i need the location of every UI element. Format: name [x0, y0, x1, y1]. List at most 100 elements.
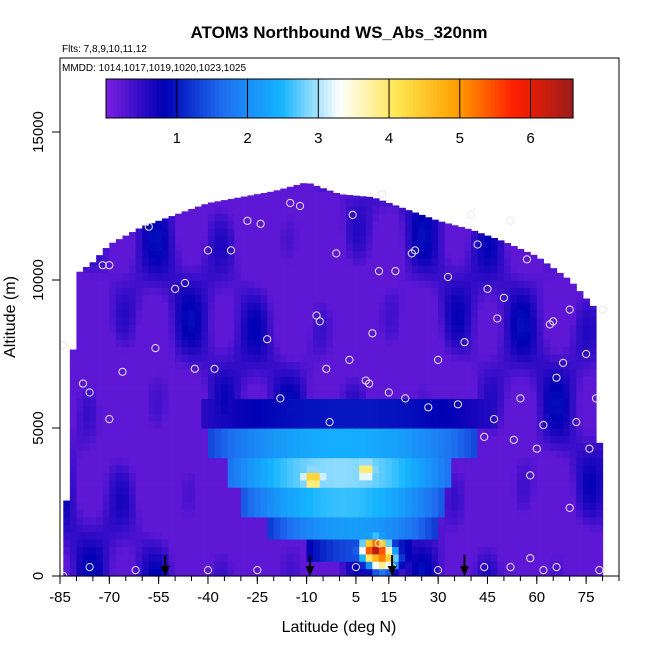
heat-cell — [96, 539, 104, 547]
heat-cell — [582, 309, 591, 318]
heat-cell — [444, 420, 452, 429]
heat-cell — [424, 516, 433, 525]
heat-cell — [510, 553, 518, 562]
heat-cell — [240, 465, 249, 473]
heat-cell — [254, 376, 262, 385]
heat-cell — [332, 294, 341, 303]
heat-cell — [240, 420, 249, 429]
heat-cell — [523, 368, 531, 377]
heat-cell — [240, 568, 249, 577]
heat-cell — [254, 206, 262, 214]
heat-cell — [569, 391, 577, 399]
heat-cell — [372, 376, 380, 385]
heat-cell — [319, 250, 327, 259]
heat-cell — [326, 198, 334, 207]
heat-cell — [536, 479, 544, 488]
heat-cell — [175, 235, 183, 244]
heat-cell — [365, 287, 373, 296]
heat-cell — [188, 472, 196, 481]
heat-cell — [280, 509, 288, 518]
heat-cell — [201, 220, 209, 229]
heat-cell — [359, 235, 367, 244]
heat-cell — [431, 265, 439, 274]
heat-cell — [438, 361, 446, 370]
heat-cell — [306, 420, 314, 429]
heat-cell — [431, 509, 439, 518]
heat-cell — [359, 339, 367, 348]
heat-cell — [497, 494, 505, 503]
heat-cell — [576, 561, 584, 570]
heat-cell — [595, 509, 604, 518]
heat-cell — [214, 457, 222, 466]
heat-cell — [378, 280, 387, 288]
heat-cell — [582, 516, 591, 525]
heat-cell — [510, 531, 518, 540]
heat-cell — [346, 368, 354, 377]
heat-cell — [129, 457, 137, 466]
heat-cell — [359, 198, 367, 207]
heat-cell — [175, 487, 183, 496]
heat-cell — [148, 309, 156, 318]
heat-cell — [326, 539, 334, 547]
heat-cell — [457, 509, 466, 518]
heat-cell — [424, 398, 433, 407]
heat-cell — [89, 361, 97, 370]
heat-cell — [102, 479, 110, 488]
heat-cell — [589, 305, 597, 311]
heat-cell — [313, 413, 321, 422]
heat-cell — [168, 457, 176, 466]
heat-cell — [378, 428, 387, 436]
heat-cell — [221, 561, 229, 570]
heat-cell — [161, 294, 170, 303]
heat-cell — [227, 339, 235, 348]
heat-cell — [306, 361, 314, 370]
heat-cell — [424, 346, 433, 355]
heat-cell — [306, 502, 314, 510]
sample-point — [539, 566, 548, 575]
heat-cell — [260, 405, 268, 414]
heat-cell — [293, 331, 301, 340]
heat-cell — [89, 509, 97, 518]
heat-cell — [96, 391, 104, 399]
heat-cell — [530, 287, 538, 296]
heat-cell — [326, 317, 334, 325]
heat-cell — [411, 553, 420, 562]
heat-cell — [398, 331, 406, 340]
heat-cell — [464, 272, 472, 281]
sample-point — [434, 355, 443, 364]
heat-cell — [207, 368, 216, 377]
heat-cell — [444, 302, 452, 311]
heat-cell — [339, 465, 347, 473]
heat-cell — [221, 420, 229, 429]
heat-cell — [543, 294, 551, 303]
heat-cell — [194, 531, 202, 540]
heat-cell — [175, 324, 183, 333]
heat-cell — [234, 287, 242, 296]
heat-cell — [582, 298, 591, 303]
heat-cell — [293, 265, 301, 274]
heat-cell — [418, 450, 426, 459]
heat-cell — [181, 487, 189, 496]
heat-cell — [207, 361, 216, 370]
heat-cell — [102, 502, 110, 510]
colorbar-swatch — [168, 79, 173, 118]
heat-cell — [161, 331, 170, 340]
heat-cell — [549, 524, 558, 533]
heat-cell — [569, 339, 577, 348]
heat-cell — [300, 457, 308, 466]
heat-cell — [286, 354, 295, 362]
heat-cell — [293, 250, 301, 259]
heat-cell — [214, 346, 222, 355]
colorbar-swatch — [479, 79, 485, 118]
heat-cell — [122, 250, 130, 259]
heat-cell — [135, 398, 143, 407]
heat-cell — [517, 546, 525, 555]
heat-cell — [122, 487, 130, 496]
heat-cell — [365, 398, 373, 407]
heat-cell — [352, 420, 360, 429]
heat-cell — [563, 383, 571, 392]
heat-cell — [300, 465, 308, 473]
heat-cell — [549, 553, 558, 562]
colorbar-swatch — [565, 79, 570, 118]
heat-cell — [221, 257, 229, 266]
